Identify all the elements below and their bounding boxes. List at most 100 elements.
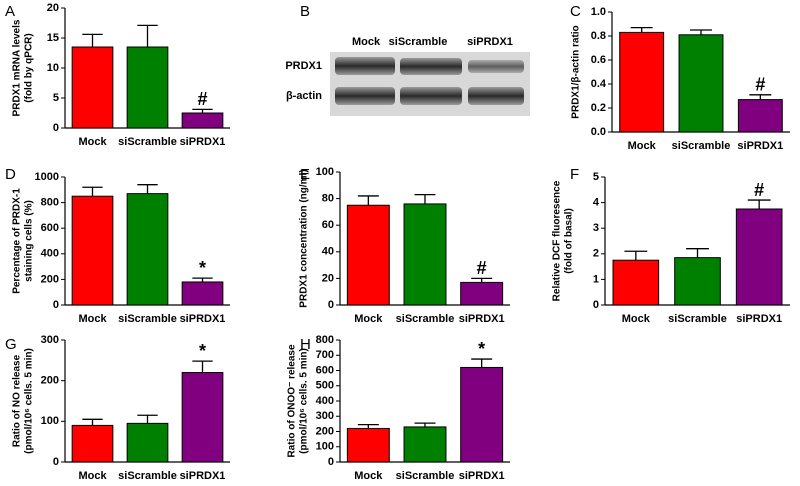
lane-label: Mock [352, 36, 381, 48]
y-tick-label: 0.6 [591, 54, 606, 66]
blot-band [335, 87, 395, 105]
y-tick-label: 15 [47, 32, 59, 44]
y-axis-label: (pmol/10⁶ cells. 5 min) [299, 348, 310, 454]
y-tick-label: 800 [316, 334, 334, 346]
x-tick-label: siPRDX1 [180, 470, 226, 482]
x-tick-label: Mock [354, 313, 383, 325]
x-tick-label: siScramble [118, 136, 177, 148]
bar [71, 195, 114, 306]
blot-band [400, 87, 462, 105]
y-tick-label: 0 [328, 299, 334, 311]
y-axis-label: (fold of basal) [564, 208, 575, 274]
bar [346, 427, 390, 463]
y-tick-label: 600 [316, 364, 334, 376]
x-tick-label: Mock [78, 136, 107, 148]
annotation: # [477, 258, 487, 278]
x-tick-label: Mock [622, 313, 651, 325]
blot-band [468, 87, 524, 105]
bar [403, 203, 447, 306]
bar [619, 31, 665, 133]
row-label: β-actin [286, 90, 322, 102]
x-tick-label: Mock [78, 470, 107, 482]
y-tick-label: 60 [322, 219, 334, 231]
y-tick-label: 100 [41, 415, 59, 427]
blot-band [335, 57, 395, 75]
y-tick-label: 800 [41, 197, 59, 209]
x-tick-label: Mock [78, 313, 107, 325]
bar [71, 46, 114, 129]
y-tick-label: 300 [316, 410, 334, 422]
y-tick-label: 20 [47, 2, 59, 14]
y-tick-label: 400 [316, 395, 334, 407]
y-axis-label: PRDX1 concentration (ng/ml) [299, 169, 310, 307]
lane-label: siScramble [389, 36, 448, 48]
bar [460, 366, 504, 463]
y-tick-label: 100 [316, 441, 334, 453]
y-tick-label: 40 [322, 246, 334, 258]
annotation: * [478, 339, 485, 359]
bar [674, 257, 721, 306]
x-tick-label: siScramble [396, 470, 455, 482]
y-axis-label: Relative DCF fluoresence [552, 180, 563, 301]
y-tick-label: 10 [47, 62, 59, 74]
annotation: * [199, 258, 206, 278]
y-tick-label: 80 [322, 193, 334, 205]
y-axis-label: Ratio of NO release [12, 354, 23, 447]
y-tick-label: 20 [322, 272, 334, 284]
panel-letter: H [300, 336, 311, 353]
blot-band [468, 60, 524, 73]
y-axis-label: Ratio of ONOO⁻ release [287, 344, 298, 458]
panel-letter: A [5, 3, 15, 20]
y-tick-label: 0.0 [591, 126, 606, 138]
y-tick-label: 5 [53, 92, 59, 104]
y-axis-label: (pmol/10⁶ cells. 5 min) [24, 348, 35, 454]
panel-letter: G [5, 336, 17, 353]
annotation: # [755, 75, 765, 95]
x-tick-label: siScramble [118, 470, 177, 482]
x-tick-label: siPRDX1 [737, 140, 783, 152]
y-tick-label: 0.4 [591, 78, 607, 90]
y-tick-label: 1 [593, 273, 599, 285]
panel-letter: C [570, 3, 581, 20]
panel-letter: D [5, 166, 16, 183]
lane-label: siPRDX1 [467, 36, 513, 48]
bar [181, 281, 224, 306]
y-tick-label: 0.8 [591, 30, 606, 42]
annotation: # [754, 180, 764, 200]
y-tick-label: 2 [593, 248, 599, 260]
blot-band [400, 58, 462, 75]
y-tick-label: 200 [41, 375, 59, 387]
bar [71, 424, 114, 463]
y-tick-label: 600 [41, 222, 59, 234]
y-axis-label: (fold by qPCR) [24, 33, 35, 102]
y-tick-label: 0 [53, 456, 59, 468]
bar [460, 281, 504, 306]
y-tick-label: 400 [41, 248, 59, 260]
y-tick-label: 0 [53, 122, 59, 134]
x-tick-label: siScramble [396, 313, 455, 325]
bar [126, 193, 169, 306]
x-tick-label: Mock [354, 470, 383, 482]
y-axis-label: Percentage of PRDX-1 [12, 188, 23, 294]
x-tick-label: siPRDX1 [459, 313, 505, 325]
annotation: # [197, 89, 207, 109]
y-tick-label: 100 [316, 166, 334, 178]
y-tick-label: 200 [41, 273, 59, 285]
bar [403, 426, 447, 463]
bar [735, 208, 783, 306]
bar [612, 259, 660, 306]
y-tick-label: 500 [316, 380, 334, 392]
panel-letter: F [570, 166, 579, 183]
y-tick-label: 5 [593, 171, 599, 183]
blot-panel: B Mock siScramble siPRDX1 PRDX1 β-actin [285, 3, 530, 116]
y-tick-label: 1.0 [591, 6, 606, 18]
bar [346, 204, 390, 306]
x-tick-label: siPRDX1 [736, 313, 782, 325]
annotation: * [199, 341, 206, 361]
y-tick-label: 300 [41, 334, 59, 346]
x-tick-label: siScramble [118, 313, 177, 325]
y-tick-label: 0.2 [591, 102, 606, 114]
y-axis-label: PRDX1 mRNA levels [12, 19, 23, 116]
x-tick-label: siScramble [668, 313, 727, 325]
panel-letter: E [300, 166, 310, 183]
